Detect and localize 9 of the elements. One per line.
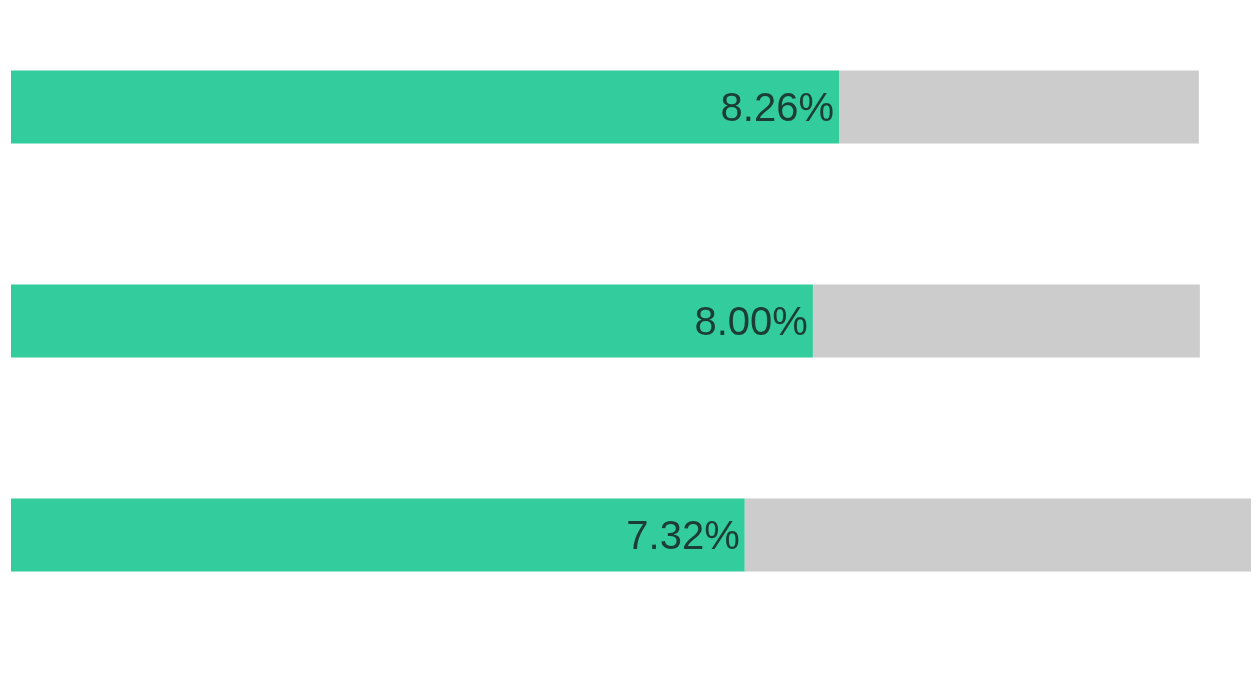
data-label: 7.32%	[626, 513, 740, 557]
bar	[11, 498, 745, 572]
bar	[11, 70, 839, 144]
bar	[838, 70, 1199, 144]
bar	[11, 284, 813, 358]
data-label: 8.00%	[694, 299, 808, 343]
bar	[744, 498, 1251, 572]
bar	[812, 284, 1200, 358]
data-label: 8.26%	[720, 85, 834, 129]
